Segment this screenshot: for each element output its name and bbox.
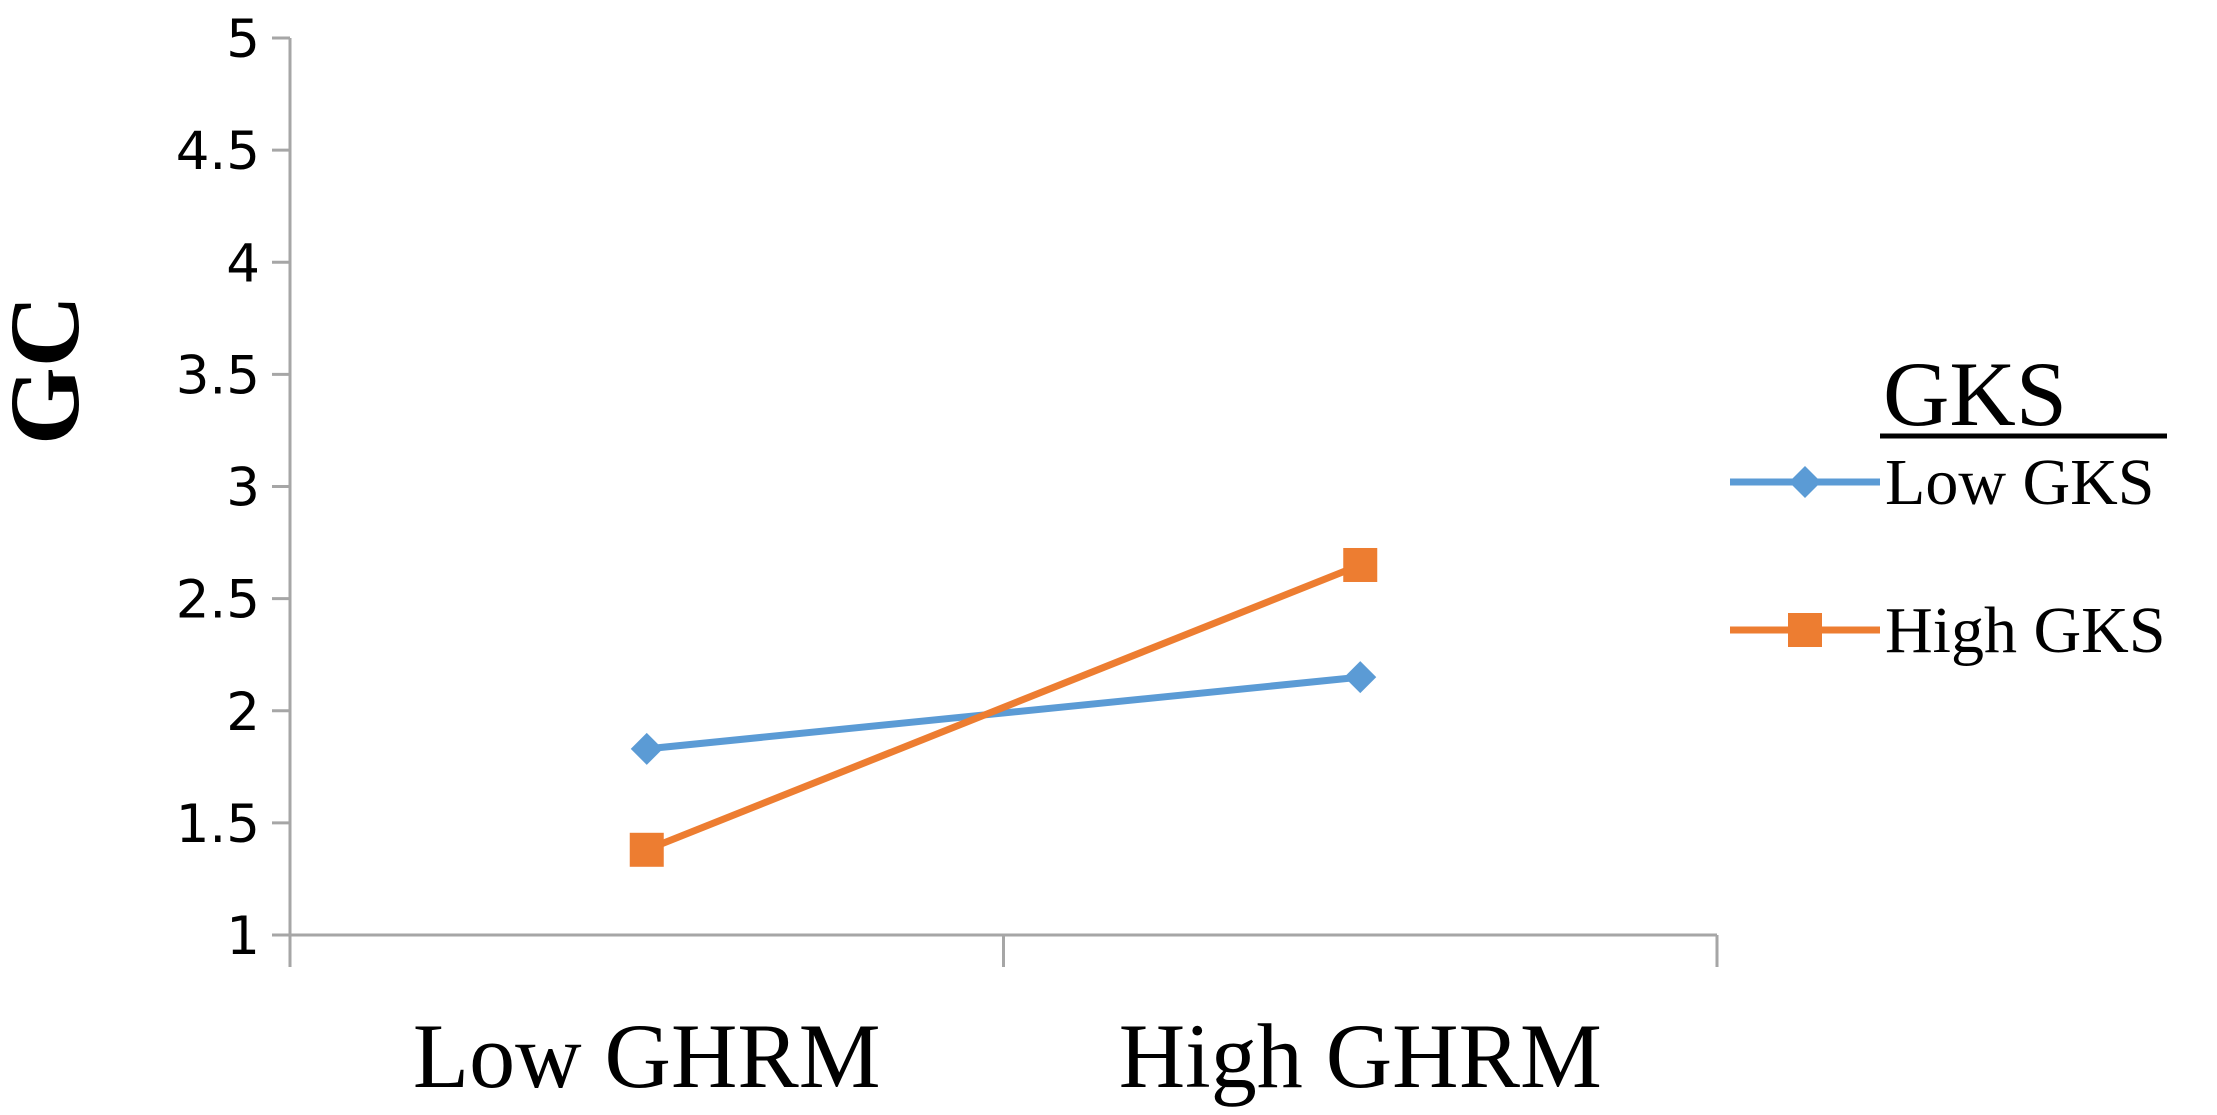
y-tick-label: 2: [226, 682, 260, 743]
legend-entry: Low GKS: [1730, 446, 2155, 519]
y-tick-label: 5: [226, 9, 260, 70]
series-high-gks: [629, 547, 1378, 867]
y-tick-label: 3.5: [176, 345, 260, 406]
y-axis-label: GC: [0, 295, 100, 445]
y-tick-label: 1.5: [176, 794, 260, 855]
data-point: [629, 832, 664, 867]
series-layer: [629, 547, 1378, 867]
legend-title: GKS: [1883, 343, 2067, 445]
data-point: [1344, 661, 1377, 694]
series-low-gks: [630, 661, 1377, 765]
axes: [288, 38, 1717, 937]
y-axis-ticks: 1 1.5 2 2.5 3 3.5 4 4.5 5: [176, 9, 290, 967]
y-tick-label: 3: [226, 458, 260, 519]
y-tick-label: 2.5: [176, 570, 260, 631]
legend-label: High GKS: [1885, 594, 2166, 667]
series-line: [646, 673, 1361, 753]
legend: GKS Low GKS High GKS: [1730, 343, 2167, 667]
data-point: [630, 732, 663, 765]
data-point: [1343, 547, 1378, 582]
legend-label: Low GKS: [1885, 446, 2155, 519]
x-axis-ticks: Low GHRM High GHRM: [288, 935, 1719, 1107]
series-line: [645, 561, 1362, 854]
x-tick-label: Low GHRM: [413, 1005, 881, 1107]
y-tick-label: 4.5: [176, 121, 260, 182]
x-tick-label: High GHRM: [1119, 1005, 1602, 1107]
y-tick-label: 4: [226, 233, 260, 294]
legend-marker: [1788, 613, 1822, 647]
legend-entry: High GKS: [1730, 594, 2166, 667]
legend-marker: [1789, 466, 1821, 498]
y-tick-label: 1: [226, 906, 260, 967]
